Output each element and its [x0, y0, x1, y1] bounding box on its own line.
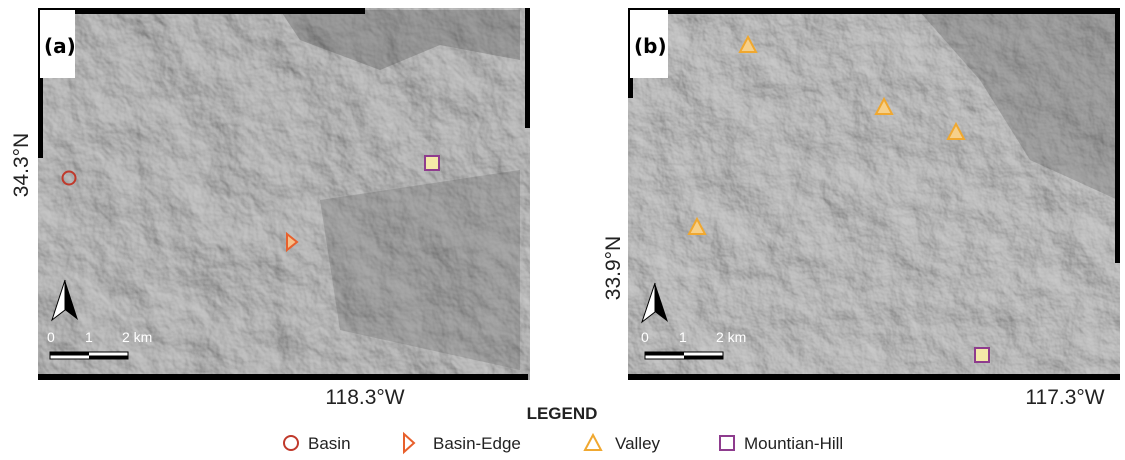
ridge — [280, 10, 520, 70]
panel-label: (a) — [44, 34, 76, 58]
legend-symbol — [583, 432, 603, 451]
mountain-hill-marker — [424, 155, 440, 171]
legend: LEGEND Basin Basin-Edge Valley Mountian-… — [283, 404, 843, 455]
valley-marker — [687, 216, 707, 235]
scale-label: 2 km — [122, 329, 152, 345]
north-arrow — [655, 283, 668, 322]
label-box — [40, 10, 75, 78]
legend-label: Basin-Edge — [433, 434, 521, 453]
scale-label: 1 — [85, 329, 93, 345]
legend-symbol — [283, 435, 299, 451]
basin-marker — [61, 170, 77, 186]
scale-bar — [50, 352, 89, 356]
valley-marker — [946, 121, 966, 140]
map-panel: (a) 34.3°N 118.3°W 0 1 2 km — [10, 8, 530, 409]
legend-label: Valley — [615, 434, 661, 453]
valley-marker — [874, 96, 894, 115]
north-arrow — [65, 280, 78, 320]
legend-title: LEGEND — [527, 404, 598, 423]
frame — [38, 8, 43, 158]
frame — [628, 374, 1120, 380]
map-panel: (b) 33.9°N 117.3°W 0 1 2 km — [602, 8, 1120, 409]
label-box — [630, 10, 668, 78]
frame — [1115, 8, 1120, 263]
hillshade — [628, 8, 1120, 380]
frame — [628, 8, 1120, 14]
basin-edge-marker — [286, 231, 299, 253]
scale-bar — [684, 355, 723, 359]
frame — [38, 8, 365, 14]
scale-label: 0 — [47, 329, 55, 345]
hillshade — [38, 8, 530, 380]
scale-label: 2 km — [716, 329, 746, 345]
ridge — [320, 170, 520, 370]
legend-label: Basin — [308, 434, 351, 453]
longitude-label: 118.3°W — [325, 386, 404, 409]
scale-label: 0 — [641, 329, 649, 345]
scale-bar — [645, 352, 684, 356]
frame — [38, 374, 528, 380]
valley-marker — [738, 34, 758, 53]
scale-label: 1 — [679, 329, 687, 345]
longitude-label: 117.3°W — [1025, 386, 1104, 409]
legend-label: Mountian-Hill — [744, 434, 843, 453]
legend-symbol — [403, 431, 416, 455]
legend-symbol — [719, 435, 735, 451]
latitude-label: 34.3°N — [10, 133, 33, 197]
panel-label: (b) — [634, 34, 667, 58]
frame — [525, 8, 530, 128]
scale-bar — [89, 355, 128, 359]
ridge — [920, 12, 1118, 200]
latitude-label: 33.9°N — [602, 236, 625, 300]
mountain-hill-marker — [974, 347, 990, 363]
